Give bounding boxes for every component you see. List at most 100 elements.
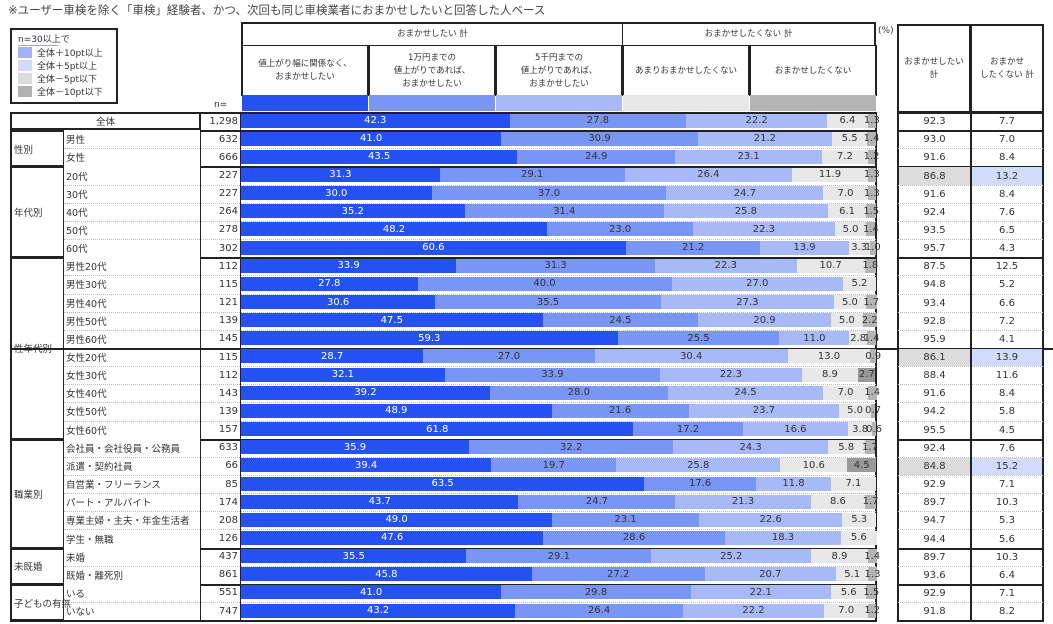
bar-segment: 24.9 <box>517 149 676 164</box>
bar-segment: 48.2 <box>241 222 548 237</box>
total-no: 12.5 <box>995 261 1019 273</box>
bar-segment: 59.3 <box>241 331 618 346</box>
bar-segment: 10.7 <box>796 258 865 273</box>
total-yes: 92.4 <box>923 442 946 454</box>
total-yes: 91.6 <box>923 152 946 164</box>
bar-segment: 27.2 <box>531 567 705 582</box>
row-n: 208 <box>218 514 238 526</box>
group-border <box>241 547 877 584</box>
row-n: 278 <box>218 224 238 236</box>
row-label: 派遣・契約社員 <box>66 461 133 473</box>
legend: n=30以上で 全体＋10pt以上 全体＋5pt以上 全体－5pt以下 全体－10pt… <box>10 28 118 104</box>
total-yes: 94.4 <box>923 533 946 545</box>
bar-segment: 1.4 <box>863 331 880 346</box>
legend-label: 全体＋10pt以上 <box>37 49 103 59</box>
bar-segment: 1.8 <box>862 258 879 273</box>
bar-segment: 43.7 <box>241 494 519 509</box>
bar-segment: 1.4 <box>864 385 881 400</box>
bar-segment: 22.3 <box>655 258 797 273</box>
group-border <box>200 547 241 584</box>
bar-segment: 1.4 <box>863 131 880 146</box>
bar-segment: 35.9 <box>241 440 469 455</box>
bar-segment: 28.0 <box>489 385 668 400</box>
bar-segment: 8.9 <box>811 549 868 564</box>
legend-item: 全体＋5pt以上 <box>18 59 110 72</box>
bar-segment: 47.5 <box>241 313 543 328</box>
row-label: 学生・無職 <box>66 534 114 546</box>
bar-segment: 7.0 <box>823 385 868 400</box>
table-bottom <box>897 620 1044 623</box>
row-divider <box>64 184 876 186</box>
bar-segment: 6.1 <box>827 204 867 219</box>
n-label: n= <box>214 100 228 110</box>
total-no: 7.2 <box>999 315 1015 327</box>
row-label: 男性20代 <box>66 262 107 274</box>
legend-swatch <box>18 86 32 97</box>
total-yes: 94.7 <box>923 515 946 527</box>
bar-segment: 28.7 <box>241 349 424 364</box>
bar-segment: 30.6 <box>241 295 436 309</box>
bar-segment: 33.9 <box>241 258 457 273</box>
bar-segment: 23.7 <box>688 403 840 418</box>
row-n: 174 <box>218 496 238 508</box>
group-label: 年代別 <box>10 166 64 258</box>
row-n: 747 <box>218 605 238 617</box>
row-divider <box>64 220 876 222</box>
total-yes: 86.1 <box>899 348 970 367</box>
bar-segment: 22.1 <box>690 585 831 600</box>
bar-segment: 24.5 <box>667 385 824 400</box>
row-n: 139 <box>218 405 238 417</box>
bar-segment: 5.6 <box>830 585 867 600</box>
bar-segment: 28.6 <box>543 530 725 545</box>
row-divider <box>64 511 876 513</box>
bar-segment: 30.4 <box>594 349 788 364</box>
row-divider <box>64 493 876 495</box>
row-divider <box>64 202 876 204</box>
series-swatch <box>242 95 368 111</box>
total-yes: 92.3 <box>923 116 946 128</box>
legend-label: 全体＋5pt以上 <box>37 62 97 72</box>
row-divider <box>64 239 876 241</box>
total-yes: 91.6 <box>923 188 946 200</box>
bar-segment: 10.6 <box>780 458 848 473</box>
row-n: 115 <box>218 278 238 290</box>
total-yes: 92.9 <box>923 479 946 491</box>
percent-label: (%) <box>878 26 894 36</box>
total-no: 5.6 <box>999 533 1015 545</box>
bar-segment: 5.1 <box>835 567 869 582</box>
legend-item: 全体－5pt以下 <box>18 72 110 85</box>
series-swatch <box>750 95 876 111</box>
row-n: 139 <box>218 315 238 327</box>
legend-label: 全体－10pt以下 <box>37 88 103 98</box>
bar-segment: 24.5 <box>542 313 699 328</box>
bar-segment: 39.2 <box>241 385 490 400</box>
bar-segment: 5.3 <box>842 512 876 527</box>
total-yes: 93.4 <box>923 297 946 309</box>
legend-swatch <box>18 60 32 71</box>
row-divider <box>64 456 876 458</box>
total-no: 10.3 <box>995 551 1019 563</box>
row-divider <box>64 384 876 386</box>
total-yes: 92.4 <box>923 206 946 218</box>
row-divider <box>64 366 876 368</box>
row-label: 全体 <box>10 112 200 131</box>
header-total-yes: おまかせしたい 計 <box>897 24 971 113</box>
row-divider <box>64 148 876 150</box>
legend-swatch <box>18 47 32 58</box>
bar-segment: 21.6 <box>551 403 689 418</box>
row-divider <box>64 529 876 531</box>
row-n: 666 <box>218 151 238 163</box>
bar-segment: 0.6 <box>866 422 883 437</box>
bar-segment: 31.3 <box>456 258 655 273</box>
bar-segment: 7.1 <box>830 476 876 491</box>
bar-segment: 35.2 <box>241 204 465 219</box>
row-label: 男性60代 <box>66 334 107 346</box>
bar-segment: 7.0 <box>823 603 869 618</box>
row-n: 112 <box>218 369 238 381</box>
bar-segment: 20.7 <box>704 567 836 582</box>
bar-segment: 0.9 <box>865 349 882 364</box>
header-group-no: おまかせしたくない 計 <box>622 22 876 46</box>
total-yes: 93.5 <box>923 224 946 236</box>
bar-segment: 1.2 <box>864 603 881 618</box>
bar-segment: 11.9 <box>792 167 868 182</box>
